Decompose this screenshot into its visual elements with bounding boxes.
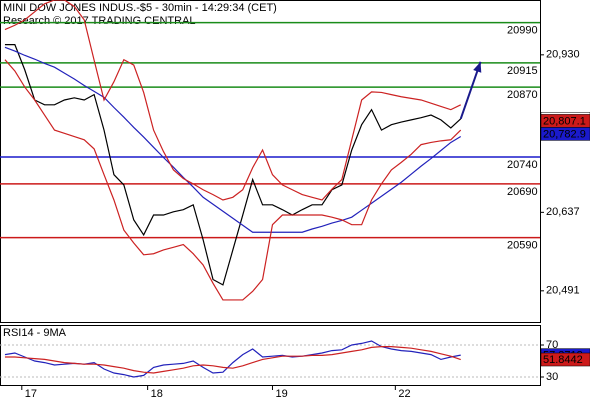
last-value-box (540, 127, 590, 141)
level-label: 20915 (507, 65, 538, 77)
arrow-head (473, 61, 482, 73)
x-tick-label: 22 (398, 388, 410, 400)
x-tick-label: 19 (275, 388, 287, 400)
y-tick-label: 70 (546, 339, 558, 351)
last-value-label: 20,782.9 (543, 128, 586, 140)
last-value-label: 20,807.1 (543, 115, 586, 127)
level-label: 20740 (507, 159, 538, 171)
series-line (4, 346, 461, 374)
y-tick-label: 30 (546, 371, 558, 383)
last-value-box (540, 352, 590, 367)
last-value-label: 51.8442 (543, 354, 583, 366)
level-label: 20590 (507, 240, 538, 252)
series-line (4, 44, 462, 286)
chart-subtitle: Research © 2017 TRADING CENTRAL (3, 15, 196, 27)
x-tick-label: 18 (151, 388, 163, 400)
rsi-title: RSI14 - 9MA (3, 327, 67, 339)
y-tick-label: 20,491 (546, 285, 580, 297)
level-label: 20990 (507, 24, 538, 36)
level-label: 20690 (507, 186, 538, 198)
y-tick-label: 20,930 (546, 49, 580, 61)
main-panel (0, 0, 541, 323)
series-line (4, 59, 462, 301)
y-tick-label: 20,637 (546, 206, 580, 218)
rsi-panel (0, 325, 541, 386)
x-tick-label: 17 (25, 388, 37, 400)
level-label: 20870 (507, 89, 538, 101)
series-line (4, 46, 462, 233)
series-line (4, 0, 461, 201)
